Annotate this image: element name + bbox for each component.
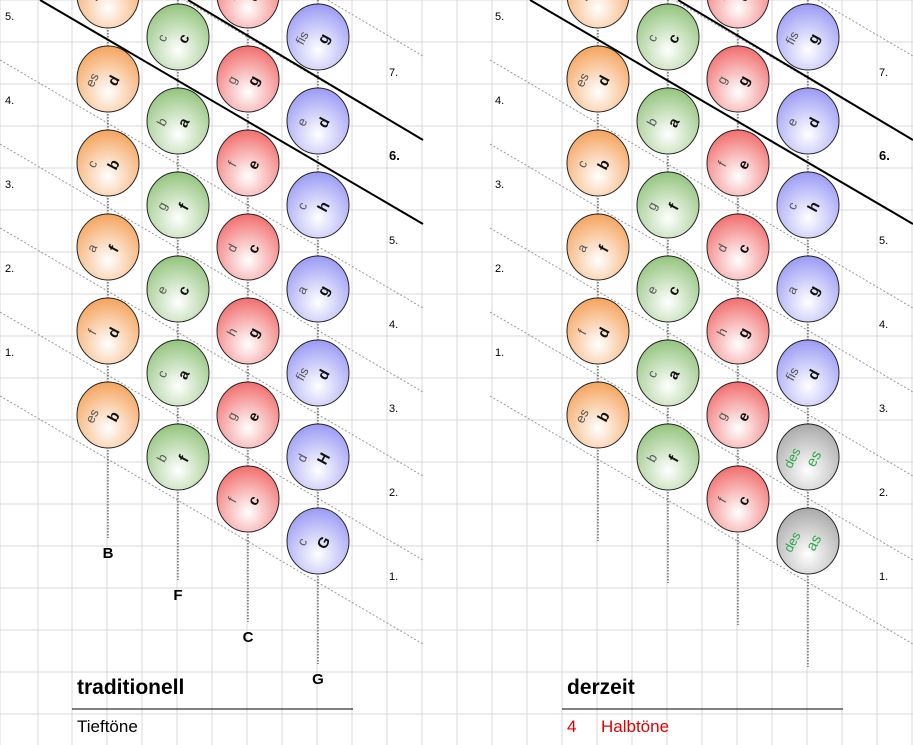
- push-note-label: f: [85, 326, 100, 337]
- button-fis-g: fis g: [776, 3, 840, 71]
- row-number-label: 5.: [495, 11, 504, 23]
- right-row-number-label: 7.: [879, 67, 888, 79]
- right-row-number-label: 4.: [389, 319, 398, 331]
- button-g-f: gf: [566, 0, 630, 29]
- row-number-label: 3.: [495, 179, 504, 191]
- button-fis-g: fis g: [286, 3, 350, 71]
- right-row-number-label: 6.: [389, 148, 400, 163]
- button-h-c: hc: [216, 0, 280, 29]
- pull-note-label: c: [245, 0, 264, 5]
- left-title: traditionell: [77, 676, 185, 699]
- left-subtitle: Tieftöne: [77, 717, 138, 736]
- row-number-label: 1.: [495, 347, 504, 359]
- pull-note-label: es: [803, 448, 825, 470]
- right-subtitle-number: 4: [567, 717, 577, 736]
- bass-note-label: F: [173, 587, 182, 604]
- right-row-number-label: 2.: [389, 487, 398, 499]
- push-note-label: f: [225, 158, 240, 169]
- right-subtitle-text: Halbtöne: [601, 717, 670, 736]
- button-es-d: es d: [76, 45, 140, 113]
- button-h-c: hc: [706, 0, 770, 29]
- right-row-number-label: 4.: [879, 319, 888, 331]
- bass-note-label: B: [103, 545, 114, 562]
- row-number-label: 4.: [495, 95, 504, 107]
- button-es-b: es b: [566, 381, 630, 449]
- bass-note-label: G: [312, 671, 324, 688]
- button-des-as: des as: [776, 507, 840, 575]
- push-note-label: f: [225, 494, 240, 505]
- right-title: derzeit: [567, 676, 635, 699]
- row-number-label: 5.: [5, 11, 14, 23]
- row-number-label: 2.: [495, 263, 504, 275]
- right-row-number-label: 7.: [389, 67, 398, 79]
- panel-derzeit: esbfdafcbesdgfbfcaecgfbaccfcgehgdcfegghc…: [489, 0, 913, 667]
- row-number-label: 4.: [5, 95, 14, 107]
- push-note-label: f: [715, 158, 730, 169]
- bass-note-label: C: [243, 629, 254, 646]
- right-row-number-label: 6.: [879, 148, 890, 163]
- right-row-number-label: 5.: [879, 235, 888, 247]
- pull-note-label: c: [735, 0, 754, 5]
- button-fis-d: fis d: [286, 339, 350, 407]
- right-row-number-label: 2.: [879, 487, 888, 499]
- row-number-label: 3.: [5, 179, 14, 191]
- button-es-b: es b: [76, 381, 140, 449]
- push-note-label: f: [715, 494, 730, 505]
- panel-traditionell: esbfdafcbesdgfbfcaecgfbaccfcgehgdcfegghc…: [0, 0, 424, 688]
- right-row-number-label: 1.: [389, 571, 398, 583]
- pull-note-label: as: [803, 532, 825, 554]
- row-number-label: 1.: [5, 347, 14, 359]
- right-row-number-label: 1.: [879, 571, 888, 583]
- button-des-es: des es: [776, 423, 840, 491]
- row-number-label: 2.: [5, 263, 14, 275]
- button-g-f: gf: [76, 0, 140, 29]
- right-row-number-label: 5.: [389, 235, 398, 247]
- right-row-number-label: 3.: [879, 403, 888, 415]
- right-row-number-label: 3.: [389, 403, 398, 415]
- push-note-label: f: [575, 326, 590, 337]
- button-fis-d: fis d: [776, 339, 840, 407]
- button-es-d: es d: [566, 45, 630, 113]
